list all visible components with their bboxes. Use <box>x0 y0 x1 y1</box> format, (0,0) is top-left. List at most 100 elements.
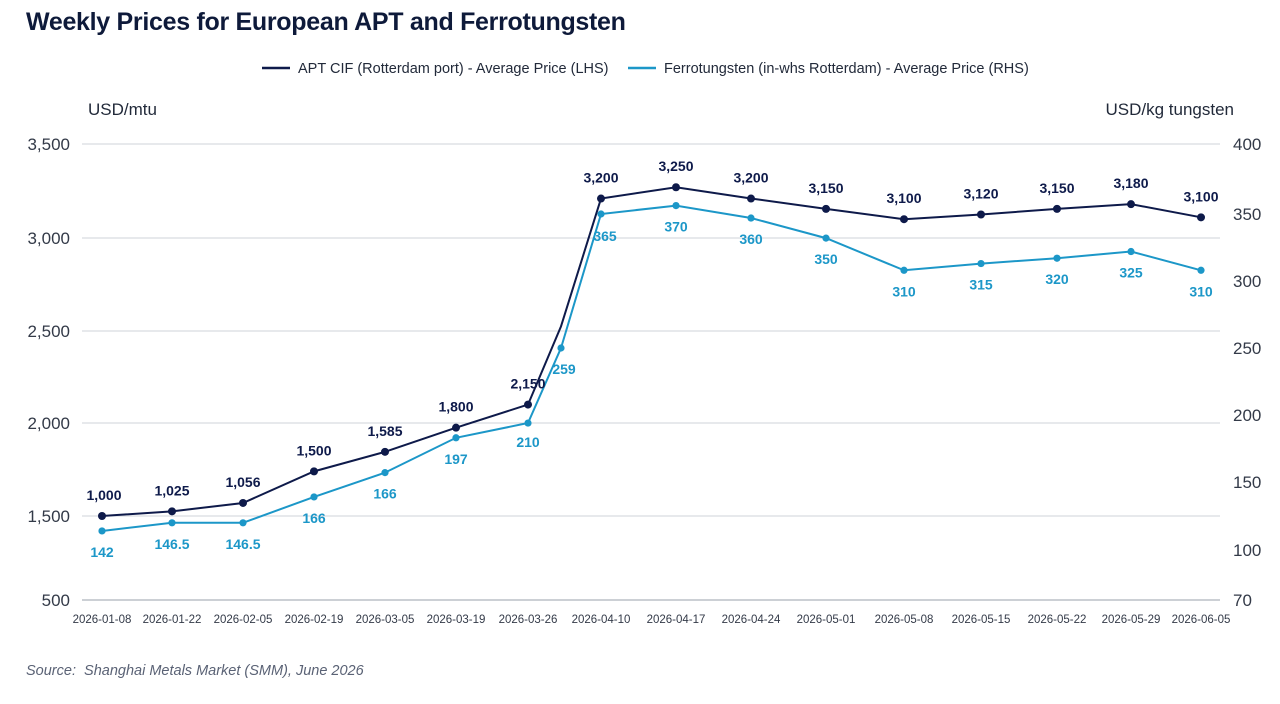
series-line-apt <box>101 186 1202 517</box>
left-tick-label: 3,000 <box>27 229 70 248</box>
ferro-point <box>98 527 106 535</box>
ferro-data-label: 310 <box>1189 283 1213 299</box>
apt-point <box>747 194 755 203</box>
x-tick-label: 2026-01-08 <box>73 614 132 626</box>
x-tick-label: 2026-06-05 <box>1172 614 1231 626</box>
apt-data-label: 3,150 <box>808 180 843 196</box>
apt-data-label: 1,025 <box>154 482 189 498</box>
apt-point <box>239 498 247 507</box>
ferro-point <box>1053 254 1061 262</box>
apt-data-label: 3,250 <box>658 158 693 174</box>
ferro-point <box>900 266 908 274</box>
x-tick-label: 2026-02-19 <box>285 614 344 626</box>
x-tick-label: 2026-05-22 <box>1028 614 1087 626</box>
apt-data-label: 3,200 <box>583 170 618 186</box>
x-tick-label: 2026-02-05 <box>214 614 273 626</box>
apt-point <box>1197 213 1205 222</box>
right-tick-label: 70 <box>1233 591 1252 610</box>
ferro-data-label: 259 <box>552 361 576 377</box>
apt-data-label: 1,500 <box>296 442 331 458</box>
series-line-ferro <box>101 204 1202 532</box>
apt-point <box>900 215 908 224</box>
apt-point <box>310 467 318 476</box>
right-tick-label: 100 <box>1233 541 1261 560</box>
ferro-data-label: 315 <box>969 277 993 293</box>
ferro-point <box>1127 247 1135 256</box>
x-tick-label: 2026-03-26 <box>499 614 558 626</box>
apt-point <box>98 512 106 520</box>
x-tick-label: 2026-04-10 <box>572 614 631 626</box>
apt-point <box>672 183 680 192</box>
apt-point <box>597 194 605 203</box>
left-tick-label: 3,500 <box>27 135 70 154</box>
left-tick-label: 500 <box>42 591 70 610</box>
ferro-point <box>239 519 247 527</box>
apt-data-label: 3,200 <box>733 170 768 186</box>
apt-point <box>381 447 389 456</box>
ferro-point <box>977 259 985 268</box>
ferro-point <box>672 202 680 210</box>
apt-data-label: 1,585 <box>367 423 402 439</box>
x-tick-label: 2026-03-19 <box>427 614 486 626</box>
ferro-data-label: 350 <box>814 251 838 267</box>
left-tick-label: 2,500 <box>27 322 70 341</box>
apt-point <box>452 423 460 432</box>
x-tick-label: 2026-03-05 <box>356 614 415 626</box>
ferro-point <box>597 210 605 218</box>
right-tick-label: 250 <box>1233 339 1261 358</box>
source-note: Source: Shanghai Metals Market (SMM), Ju… <box>26 663 364 679</box>
legend-label-apt: APT CIF (Rotterdam port) - Average Price… <box>298 61 609 77</box>
ferro-point <box>747 214 755 222</box>
right-axis-ticks: 70 100 150 200 250 300 350 400 <box>1233 135 1261 610</box>
apt-point <box>168 507 176 516</box>
left-tick-label: 1,500 <box>27 507 70 526</box>
ferro-data-label: 142 <box>90 544 114 560</box>
ferro-data-label: 365 <box>593 228 617 244</box>
apt-data-label: 1,800 <box>438 399 473 415</box>
ferro-point <box>822 234 830 242</box>
ferro-data-label: 166 <box>373 486 397 502</box>
ferro-data-label: 166 <box>302 510 326 526</box>
apt-data-label: 3,180 <box>1113 175 1148 191</box>
x-tick-label: 2026-04-17 <box>647 614 706 626</box>
ferro-point <box>1197 266 1205 274</box>
gridlines <box>82 143 1220 601</box>
ferro-point <box>310 493 318 501</box>
legend: APT CIF (Rotterdam port) - Average Price… <box>262 61 1029 77</box>
ferro-data-label: 370 <box>664 219 688 235</box>
x-tick-label: 2026-05-08 <box>875 614 934 626</box>
x-tick-label: 2026-05-29 <box>1102 614 1161 626</box>
apt-data-label: 1,000 <box>86 487 121 503</box>
apt-data-label: 1,056 <box>225 474 260 490</box>
apt-data-label: 3,150 <box>1039 180 1074 196</box>
apt-point <box>524 400 532 409</box>
right-tick-label: 150 <box>1233 473 1261 492</box>
x-tick-label: 2026-04-24 <box>722 614 781 626</box>
right-tick-label: 400 <box>1233 135 1261 154</box>
chart-title: Weekly Prices for European APT and Ferro… <box>26 8 626 36</box>
apt-point <box>977 210 985 219</box>
apt-data-label: 3,100 <box>1183 188 1218 204</box>
ferro-data-label: 146.5 <box>225 536 260 552</box>
x-tick-label: 2026-05-15 <box>952 614 1011 626</box>
x-axis-ticks: 2026-01-08 2026-01-22 2026-02-05 2026-02-19… <box>73 614 1231 626</box>
ferro-point <box>381 469 389 477</box>
series-layer: 1,000 1,025 1,056 1,500 1,585 1,800 2,150 3,200… <box>86 158 1218 560</box>
x-tick-label: 2026-01-22 <box>143 614 202 626</box>
apt-data-label: 2,150 <box>510 376 545 392</box>
ferro-data-label: 210 <box>516 434 540 450</box>
apt-point <box>822 204 830 213</box>
apt-data-label: 3,120 <box>963 186 998 202</box>
right-tick-label: 300 <box>1233 272 1261 291</box>
apt-point <box>1127 200 1135 209</box>
x-tick-label: 2026-05-01 <box>797 614 856 626</box>
ferro-data-label: 146.5 <box>154 536 189 552</box>
ferro-point <box>557 344 565 352</box>
ferro-point <box>452 434 460 442</box>
right-tick-label: 350 <box>1233 205 1261 224</box>
left-tick-label: 2,000 <box>27 414 70 433</box>
ferro-data-label: 325 <box>1119 265 1143 281</box>
right-tick-label: 200 <box>1233 406 1261 425</box>
left-axis-ticks: 500 1,500 2,000 2,500 3,000 3,500 <box>27 135 70 610</box>
